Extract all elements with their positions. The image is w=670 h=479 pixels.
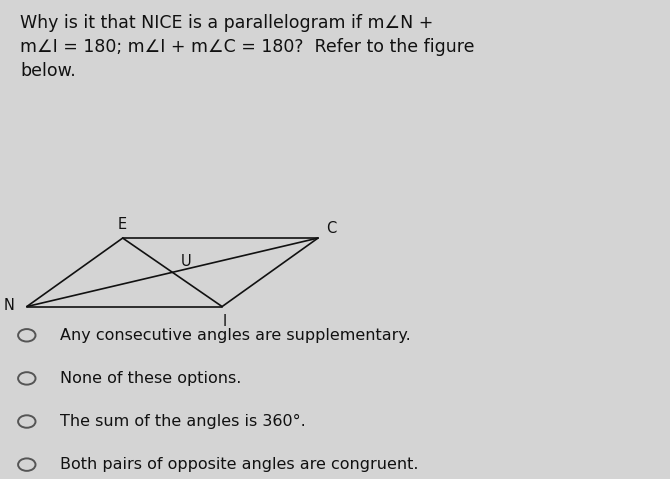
Text: U: U: [180, 254, 191, 269]
Text: E: E: [118, 217, 127, 232]
Text: Why is it that NICE is a parallelogram if m∠N +
m∠I = 180; m∠I + m∠C = 180?  Ref: Why is it that NICE is a parallelogram i…: [20, 14, 474, 80]
Text: None of these options.: None of these options.: [60, 371, 242, 386]
Text: The sum of the angles is 360°.: The sum of the angles is 360°.: [60, 414, 306, 429]
Text: I: I: [223, 314, 227, 329]
Text: N: N: [4, 297, 15, 313]
Text: C: C: [326, 221, 336, 236]
Text: Both pairs of opposite angles are congruent.: Both pairs of opposite angles are congru…: [60, 457, 419, 472]
Text: Any consecutive angles are supplementary.: Any consecutive angles are supplementary…: [60, 328, 411, 343]
